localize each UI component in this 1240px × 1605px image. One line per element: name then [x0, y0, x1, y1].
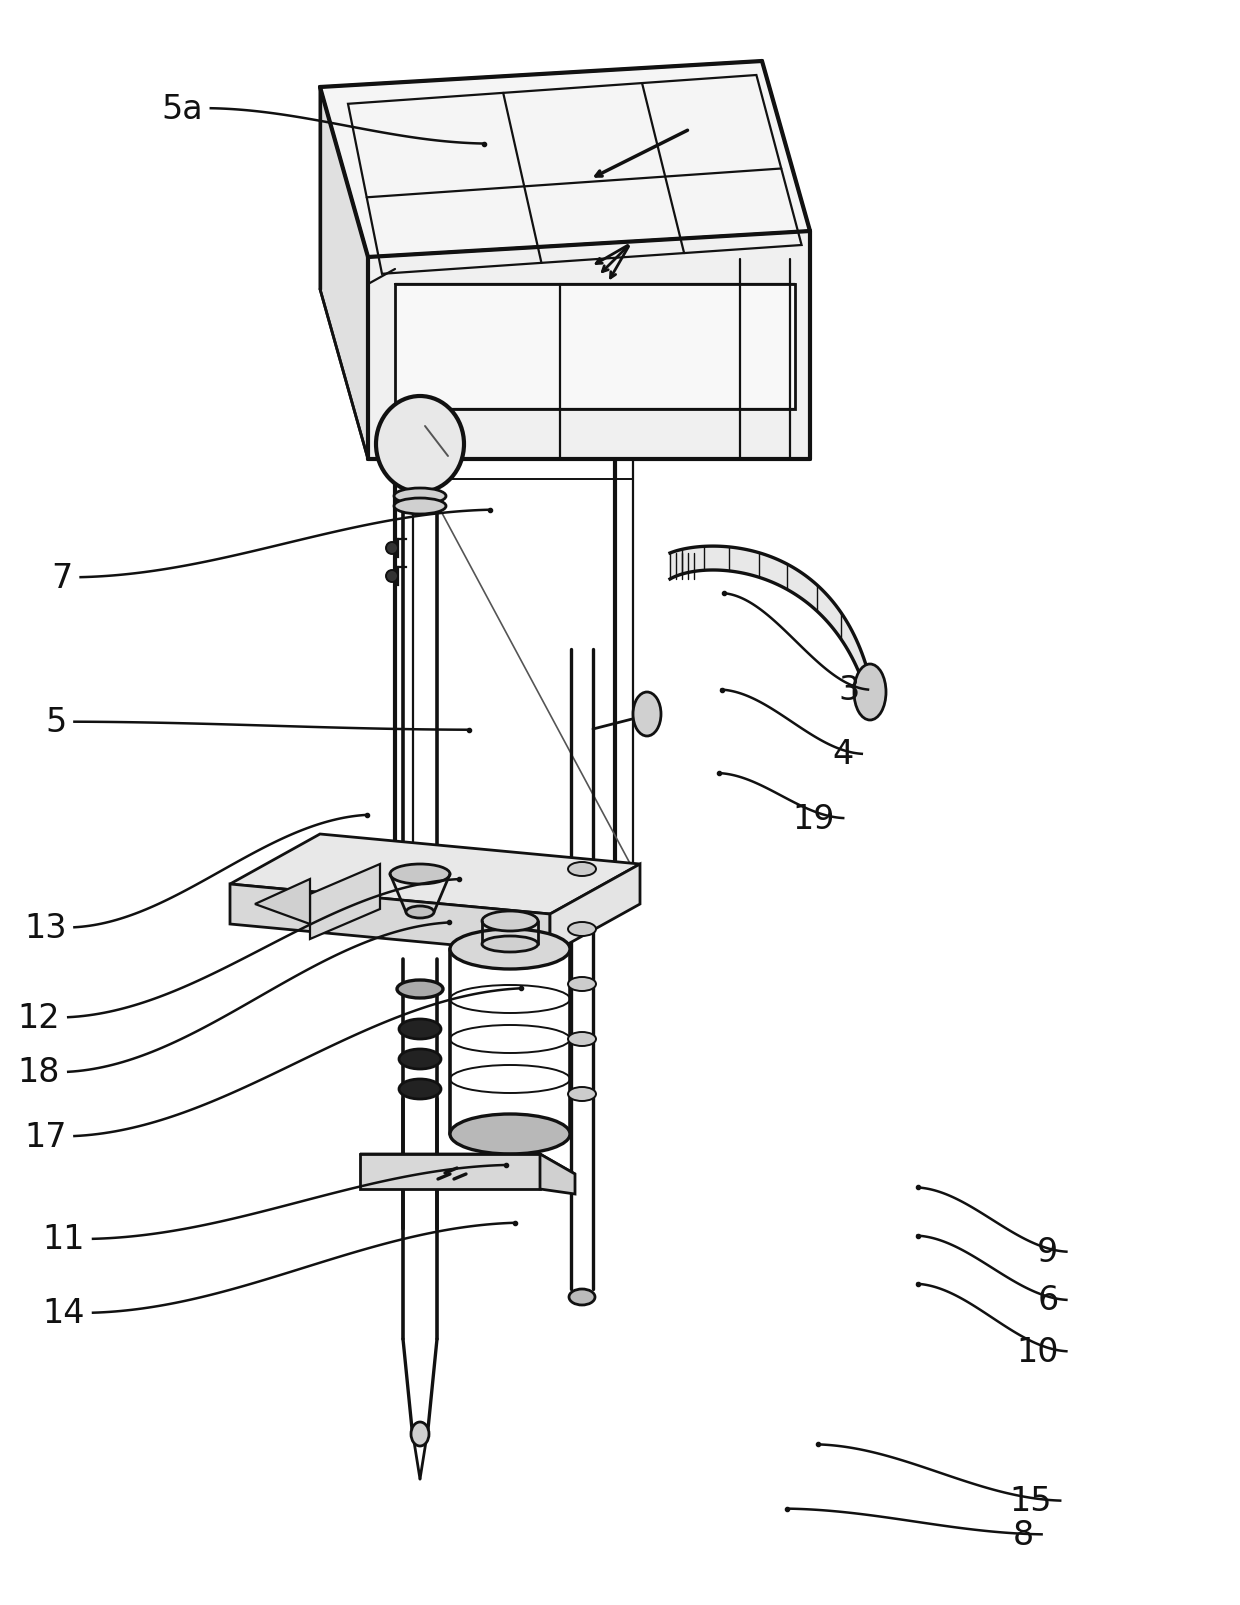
Text: 5: 5: [45, 706, 67, 738]
Polygon shape: [360, 1154, 575, 1175]
Ellipse shape: [568, 862, 596, 876]
Ellipse shape: [397, 981, 443, 998]
Polygon shape: [539, 1154, 575, 1194]
Ellipse shape: [399, 1019, 441, 1040]
Text: 9: 9: [1037, 1236, 1059, 1268]
Ellipse shape: [399, 1050, 441, 1069]
Ellipse shape: [568, 923, 596, 936]
Polygon shape: [310, 865, 379, 939]
Ellipse shape: [482, 936, 538, 952]
Ellipse shape: [450, 929, 570, 969]
Ellipse shape: [394, 499, 446, 515]
Polygon shape: [360, 1154, 539, 1189]
Polygon shape: [229, 835, 640, 915]
Polygon shape: [670, 547, 870, 706]
Polygon shape: [320, 88, 368, 459]
Ellipse shape: [450, 1114, 570, 1154]
Text: 15: 15: [1009, 1485, 1053, 1517]
Text: 5a: 5a: [161, 93, 203, 125]
Polygon shape: [368, 231, 810, 459]
Polygon shape: [229, 884, 551, 955]
Text: 11: 11: [42, 1223, 86, 1255]
Text: 3: 3: [838, 674, 861, 706]
Text: 7: 7: [51, 562, 73, 594]
Ellipse shape: [569, 1289, 595, 1305]
Text: 17: 17: [24, 1120, 67, 1152]
Ellipse shape: [386, 571, 398, 583]
Ellipse shape: [405, 907, 434, 918]
Ellipse shape: [376, 396, 464, 493]
Ellipse shape: [568, 977, 596, 992]
Ellipse shape: [854, 664, 887, 721]
Ellipse shape: [568, 1087, 596, 1101]
Ellipse shape: [482, 912, 538, 931]
Ellipse shape: [386, 542, 398, 555]
Text: 18: 18: [17, 1056, 61, 1088]
Polygon shape: [551, 865, 640, 955]
Ellipse shape: [410, 1422, 429, 1446]
Text: 8: 8: [1013, 1518, 1034, 1550]
Text: 13: 13: [24, 912, 67, 944]
Text: 19: 19: [792, 802, 836, 835]
Text: 12: 12: [17, 1002, 61, 1034]
Ellipse shape: [568, 1032, 596, 1046]
Text: 6: 6: [1037, 1284, 1059, 1316]
Polygon shape: [396, 284, 795, 409]
Ellipse shape: [391, 865, 450, 884]
Text: 10: 10: [1016, 1335, 1059, 1367]
Ellipse shape: [632, 693, 661, 737]
Text: 4: 4: [832, 738, 854, 770]
Ellipse shape: [394, 488, 446, 504]
Ellipse shape: [399, 1079, 441, 1099]
Text: 14: 14: [42, 1297, 86, 1329]
Polygon shape: [320, 63, 810, 258]
Polygon shape: [255, 880, 310, 924]
